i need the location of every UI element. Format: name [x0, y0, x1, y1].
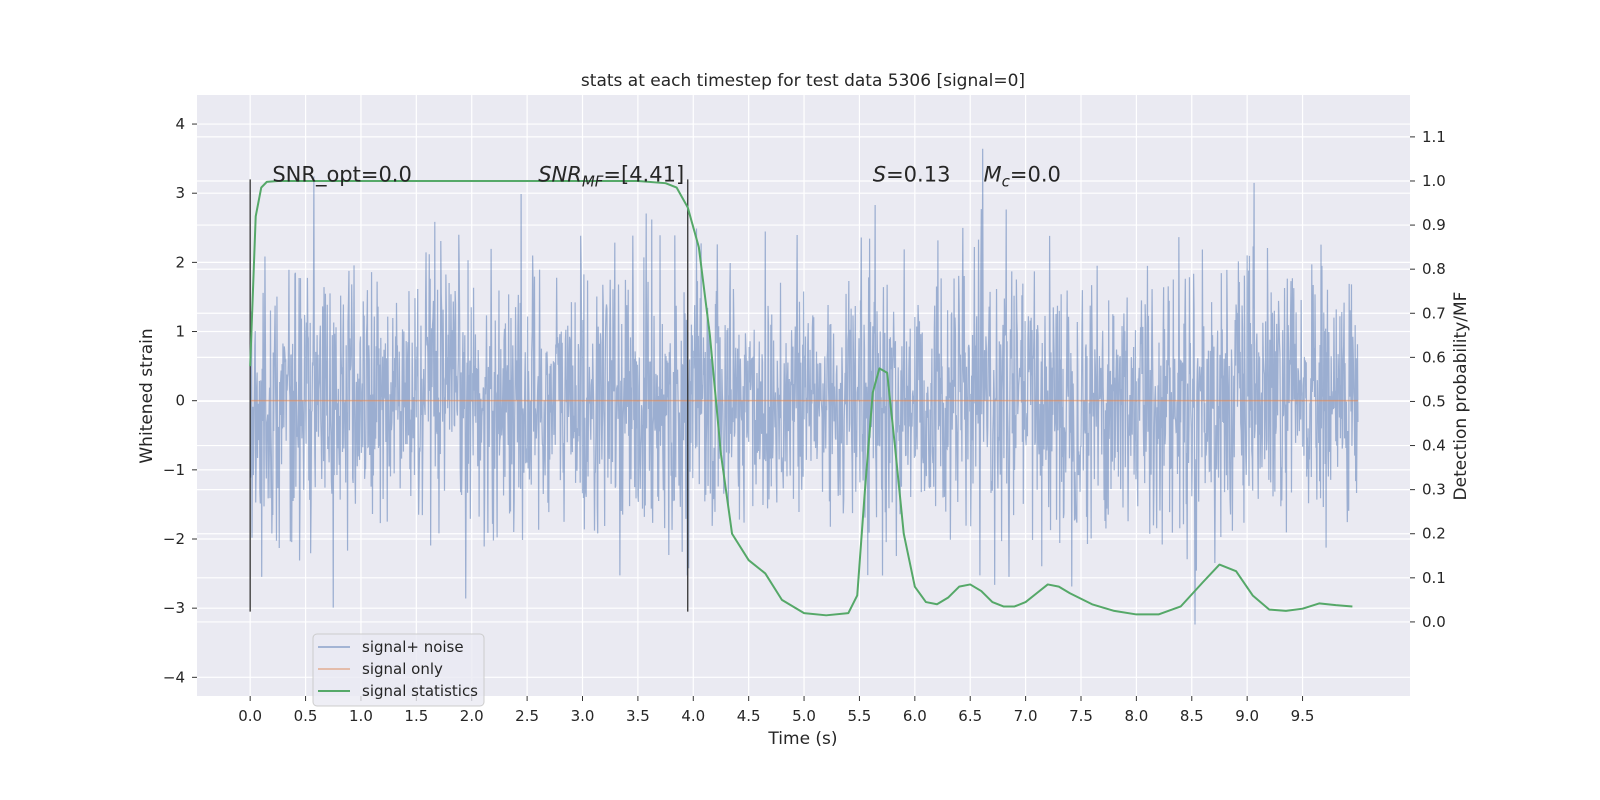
x-tick-label: 3.0	[571, 707, 595, 725]
annotation-mc: Mc=0.0	[984, 162, 1061, 190]
x-tick-label: 2.0	[460, 707, 484, 725]
annotation-mc-main: M	[984, 162, 1002, 186]
x-tick-label: 4.0	[681, 707, 705, 725]
legend-label-signal-noise: signal+ noise	[362, 638, 464, 656]
x-axis-ticks: 0.0 0.5 1.0 1.5 2.0 2.5 3.0 3.5 4.0 4.5 5.0 5.5 6.0 6…	[238, 696, 1314, 725]
x-tick-label: 4.5	[737, 707, 761, 725]
x-tick-label: 6.0	[903, 707, 927, 725]
x-tick-label: 5.5	[848, 707, 872, 725]
y2-tick-label: 0.2	[1422, 525, 1446, 543]
y-tick-label: −1	[163, 461, 185, 479]
y2-tick-label: 0.6	[1422, 348, 1446, 366]
vertical-markers	[249, 179, 689, 612]
x-tick-label: 6.5	[958, 707, 982, 725]
annotation-s: S=0.13	[873, 162, 951, 186]
x-tick-label: 8.5	[1180, 707, 1204, 725]
x-tick-label: 0.0	[238, 707, 262, 725]
x-tick-label: 7.5	[1069, 707, 1093, 725]
signal-statistics-line	[249, 179, 1353, 617]
x-tick-label: 5.0	[792, 707, 816, 725]
annotation-snr-mf-value: =[4.41]	[603, 162, 684, 186]
legend: signal+ noise signal only signal statist…	[312, 633, 485, 707]
y2-tick-label: 0.1	[1422, 569, 1446, 587]
signal-noise-line	[249, 148, 1359, 625]
chart-title: stats at each timestep for test data 530…	[581, 71, 1025, 91]
y2-tick-label: 1.1	[1422, 128, 1446, 146]
y-axis-label: Whitened strain	[137, 328, 157, 463]
y-tick-label: 3	[175, 184, 185, 202]
y-tick-label: −4	[163, 668, 185, 686]
y2-axis-ticks: 1.1 1.0 0.9 0.8 0.7 0.6 0.5 0.4 0.3 0.2 0.1 0.0	[1410, 128, 1446, 631]
annotation-mc-sub: c	[1002, 172, 1011, 190]
y2-tick-label: 0.8	[1422, 260, 1446, 278]
y2-tick-label: 0.4	[1422, 437, 1446, 455]
y2-tick-label: 0.9	[1422, 216, 1446, 234]
y-tick-label: 2	[175, 253, 185, 271]
x-tick-label: 8.0	[1124, 707, 1148, 725]
annotation-snr-mf: SNRMF=[4.41]	[538, 162, 684, 190]
legend-box	[312, 633, 485, 707]
annotations: SNR_opt=0.0 SNRMF=[4.41] S=0.13 Mc=0.0	[272, 162, 1061, 190]
x-tick-label: 9.0	[1235, 707, 1259, 725]
x-tick-label: 3.5	[626, 707, 650, 725]
y2-tick-label: 0.5	[1422, 392, 1446, 410]
y-tick-label: −3	[163, 599, 185, 617]
annotation-s-value: =0.13	[886, 162, 950, 186]
annotation-s-var: S	[873, 162, 886, 186]
legend-label-signal-statistics: signal statistics	[362, 682, 478, 700]
y2-tick-label: 0.0	[1422, 613, 1446, 631]
x-tick-label: 0.5	[294, 707, 318, 725]
legend-label-signal-only: signal only	[362, 660, 443, 678]
x-tick-label: 1.5	[404, 707, 428, 725]
y2-tick-label: 0.7	[1422, 304, 1446, 322]
y-tick-label: −2	[163, 530, 185, 548]
y2-tick-label: 1.0	[1422, 172, 1446, 190]
signal-noise-series	[249, 148, 1359, 625]
annotation-mc-value: =0.0	[1010, 162, 1061, 186]
x-tick-label: 1.0	[349, 707, 373, 725]
y-tick-label: 0	[175, 392, 185, 410]
x-tick-label: 2.5	[515, 707, 539, 725]
annotation-snr-mf-main: SNR	[538, 162, 582, 186]
y-tick-label: 4	[175, 115, 185, 133]
x-axis-label: Time (s)	[767, 729, 837, 749]
y2-tick-label: 0.3	[1422, 481, 1446, 499]
signal-statistics-series	[249, 179, 1353, 617]
annotation-snr-opt: SNR_opt=0.0	[272, 162, 412, 187]
y-tick-label: 1	[175, 323, 185, 341]
y2-axis-label: Detection probability/MF	[1451, 292, 1471, 501]
annotation-snr-mf-sub: MF	[582, 172, 604, 190]
x-tick-label: 7.0	[1014, 707, 1038, 725]
x-tick-label: 9.5	[1291, 707, 1315, 725]
y-axis-ticks: 4 3 2 1 0 −1 −2 −3 −4	[163, 115, 197, 686]
